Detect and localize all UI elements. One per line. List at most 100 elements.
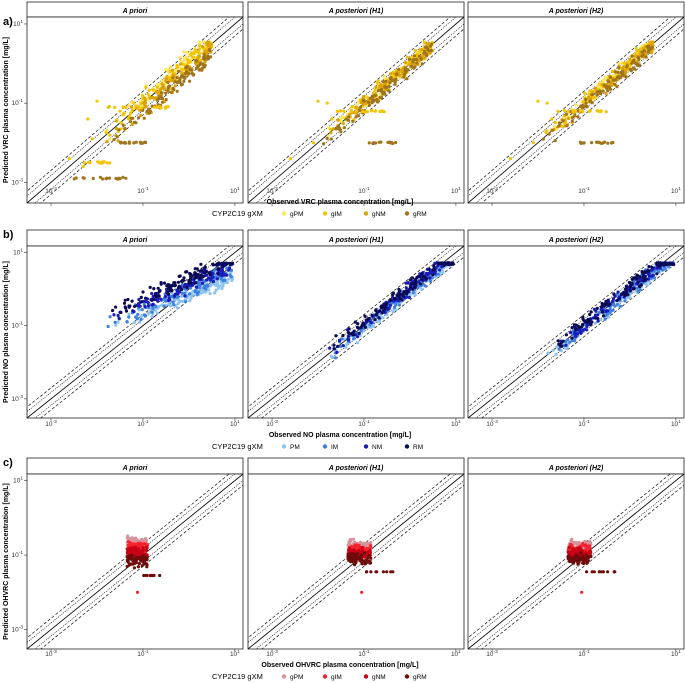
data-point [584, 104, 589, 108]
data-point [402, 294, 406, 298]
data-point [126, 549, 130, 554]
data-point [125, 555, 130, 559]
data-point [193, 48, 197, 53]
data-point [379, 88, 383, 93]
data-point [622, 61, 626, 65]
data-point [128, 563, 132, 567]
data-point [217, 261, 221, 265]
data-point [204, 49, 208, 53]
y-axis-title: Predicted OHVRC plasma concentration [mg… [3, 483, 10, 640]
data-point [177, 69, 181, 73]
data-point [145, 562, 149, 566]
data-point [550, 117, 554, 121]
data-point [346, 337, 350, 341]
data-point [130, 554, 134, 558]
data-point [411, 58, 415, 62]
data-point [557, 347, 561, 351]
data-point [351, 333, 355, 337]
data-point [597, 570, 601, 574]
data-point [646, 50, 651, 54]
data-point [182, 50, 186, 54]
data-point [413, 54, 417, 58]
data-point [213, 291, 217, 295]
data-point [655, 266, 659, 270]
data-point [142, 573, 146, 578]
data-point [640, 54, 644, 59]
data-point [570, 119, 574, 123]
data-point [180, 287, 184, 292]
data-point [221, 264, 225, 268]
data-point [169, 65, 173, 69]
data-point [647, 265, 651, 269]
data-point [137, 116, 141, 120]
legend-entry: gNM [372, 211, 386, 218]
data-point [632, 58, 636, 63]
data-point [339, 130, 343, 134]
data-point [647, 280, 652, 284]
data-point [570, 336, 574, 340]
data-point [367, 316, 371, 321]
data-point [227, 268, 231, 272]
data-point [562, 108, 567, 113]
data-point [348, 537, 352, 541]
data-point [145, 545, 149, 549]
dashed-band-line [481, 28, 684, 203]
data-point [98, 161, 102, 165]
data-point [113, 105, 117, 109]
data-point [211, 272, 215, 276]
data-point [593, 86, 598, 90]
data-point [129, 111, 133, 115]
data-point [165, 291, 169, 295]
data-point [150, 298, 154, 302]
data-point [369, 109, 373, 113]
data-point [147, 88, 151, 92]
data-point [639, 283, 643, 287]
data-point [215, 283, 219, 287]
data-point [416, 286, 420, 290]
data-point [127, 103, 131, 107]
data-point [630, 281, 634, 285]
data-point [100, 177, 105, 181]
data-point [604, 110, 608, 114]
data-point [422, 51, 426, 55]
data-point [397, 303, 401, 307]
legend-swatch [322, 444, 328, 449]
data-point [606, 303, 610, 307]
data-point [130, 550, 134, 554]
data-point [198, 44, 202, 48]
x-tick-label: 10-3 [486, 186, 498, 195]
dashed-band-line [468, 246, 671, 408]
data-point [603, 140, 607, 144]
data-point [329, 131, 333, 135]
data-point [387, 84, 391, 88]
data-point [108, 137, 112, 141]
x-tick-label: 10-1 [358, 419, 370, 428]
data-point [397, 67, 401, 71]
data-point [102, 160, 106, 164]
data-point [350, 551, 354, 556]
data-point [164, 299, 168, 303]
data-point [202, 65, 207, 69]
data-point [656, 263, 660, 267]
data-point [642, 279, 646, 283]
data-point [555, 345, 559, 349]
data-point [154, 294, 158, 299]
data-point [603, 75, 608, 79]
data-point [582, 91, 587, 95]
data-point [223, 278, 227, 282]
data-point [419, 57, 423, 61]
data-point [552, 125, 557, 129]
data-point [608, 311, 612, 315]
data-point [338, 344, 343, 349]
data-point [589, 96, 593, 101]
facet-2: A posteriori (H1) 10-3 10-1 101 [247, 457, 465, 658]
data-point [578, 109, 583, 113]
data-point [159, 281, 163, 285]
data-point [377, 316, 381, 320]
data-point [626, 293, 630, 297]
data-point [578, 546, 582, 550]
data-point [217, 267, 221, 271]
facet-plot-area [248, 474, 464, 649]
data-point [411, 291, 415, 295]
data-point [174, 68, 178, 72]
